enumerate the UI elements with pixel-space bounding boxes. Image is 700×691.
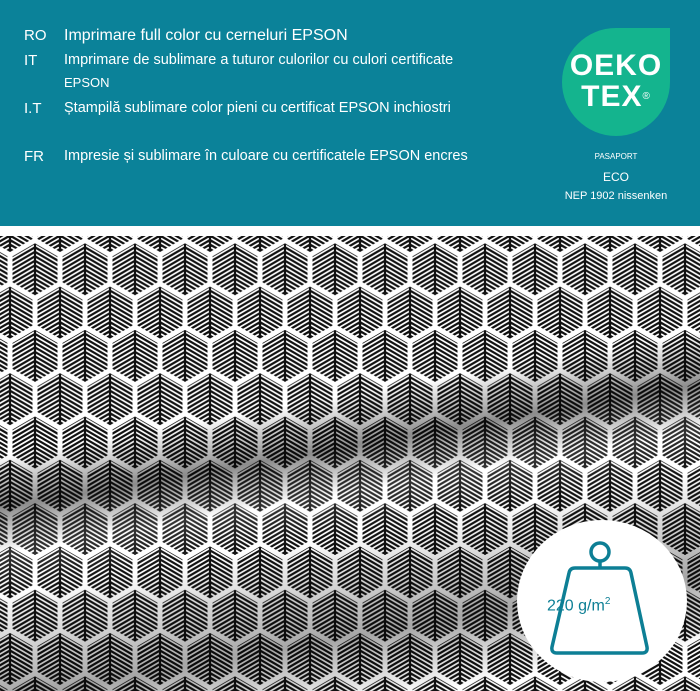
lang-code: RO xyxy=(24,27,47,44)
lang-code: I.T xyxy=(24,100,42,117)
weight-unit-exponent: 2 xyxy=(604,596,611,607)
lang-text-continued: EPSON xyxy=(64,75,110,90)
logo-line1: OEKO xyxy=(569,49,663,82)
registered-mark: ® xyxy=(642,91,651,102)
lang-code: IT xyxy=(24,52,38,69)
weight-icon xyxy=(550,541,649,655)
language-row-it2: I.T Ștampilă sublimare color pieni cu cer… xyxy=(24,100,451,117)
weight-badge xyxy=(517,520,687,682)
weight-value: 220 g/m xyxy=(547,597,605,615)
info-banner: RO Imprimare full color cu cerneluri EPSO… xyxy=(0,0,700,226)
passport-label: PASAPORT xyxy=(594,152,638,161)
passport-eco: ECO xyxy=(602,170,629,184)
language-row-ro: RO Imprimare full color cu cerneluri EPSO… xyxy=(24,27,348,45)
language-row-fr: FR Impresie și sublimare în culoare cu ce… xyxy=(24,148,468,165)
lang-text: Imprimare de sublimare a tuturor culoril… xyxy=(64,52,454,68)
lang-text: Ștampilă sublimare color pieni cu certif… xyxy=(64,100,451,116)
passport-number: NEP 1902 nissenken xyxy=(564,190,668,202)
lang-text: Imprimare full color cu cerneluri EPSON xyxy=(64,27,348,44)
oeko-tex-logo: OEKO TEX® xyxy=(562,28,670,136)
logo-line2: TEX xyxy=(581,80,643,113)
lang-text: Impresie și sublimare în culoare cu cert… xyxy=(64,148,468,164)
lang-code: FR xyxy=(24,148,44,165)
weight-label: 220 g/m2 xyxy=(547,596,610,615)
language-row-it: IT Imprimare de sublimare a tuturor culor… xyxy=(24,52,453,69)
